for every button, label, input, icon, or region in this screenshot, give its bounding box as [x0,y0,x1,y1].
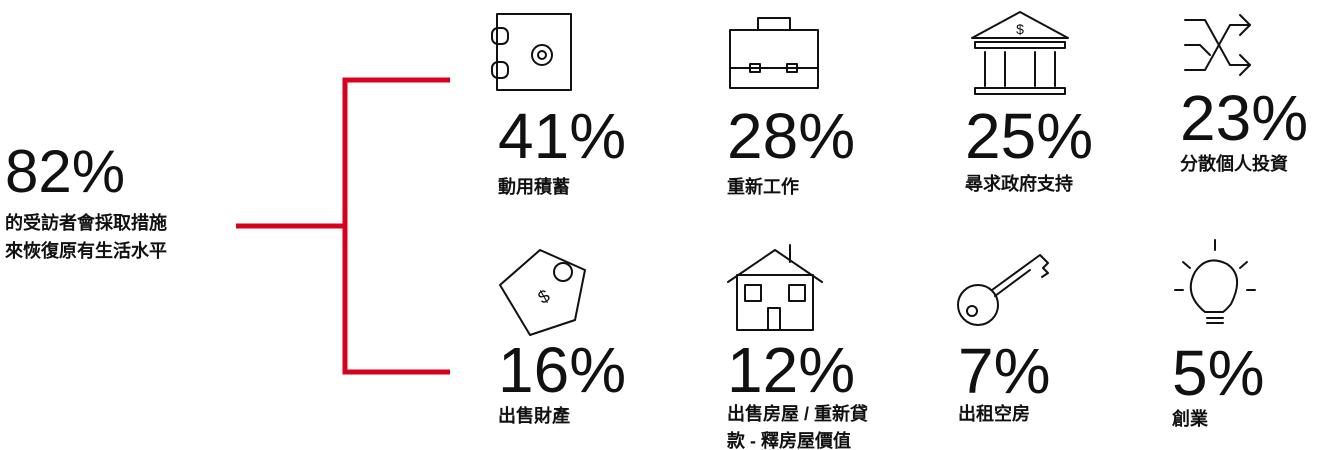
icon-bulb [1174,239,1256,324]
item-value: 16% [498,334,626,406]
summary-value: 82% [5,138,125,205]
item-label: 出售財產 [498,405,570,426]
item-value: 5% [1172,337,1265,409]
item-label: 出售房屋 / 重新貸 [727,403,868,424]
item-label: 重新工作 [727,176,799,197]
item-value: 7% [958,335,1051,407]
bracket [236,77,450,375]
summary-line: 來恢復原有生活水平 [5,240,167,261]
svg-text:$: $ [1016,21,1024,37]
item-label: 尋求政府支持 [965,173,1073,194]
item-value: 41% [498,100,626,172]
icon-shuffle [1184,14,1251,76]
item-value: 23% [1180,82,1308,154]
icon-briefcase [729,17,819,89]
item-label: 分散個人投資 [1180,153,1288,174]
item-value: 12% [727,334,855,406]
item-label: 出租空房 [958,403,1030,424]
item-label: 創業 [1171,408,1209,429]
icon-price-tag: $ [499,249,586,336]
svg-text:$: $ [535,285,554,307]
icon-bank: $ [971,11,1069,95]
item-label: 動用積蓄 [498,176,570,197]
item-value: 25% [965,100,1093,172]
item-label: 款 - 釋房屋價值 [727,430,851,450]
summary-line: 的受訪者會採取措施 [5,212,167,233]
icon-key [957,254,1049,326]
icon-safe [491,13,572,91]
icon-house [727,244,823,331]
item-value: 28% [727,100,855,172]
